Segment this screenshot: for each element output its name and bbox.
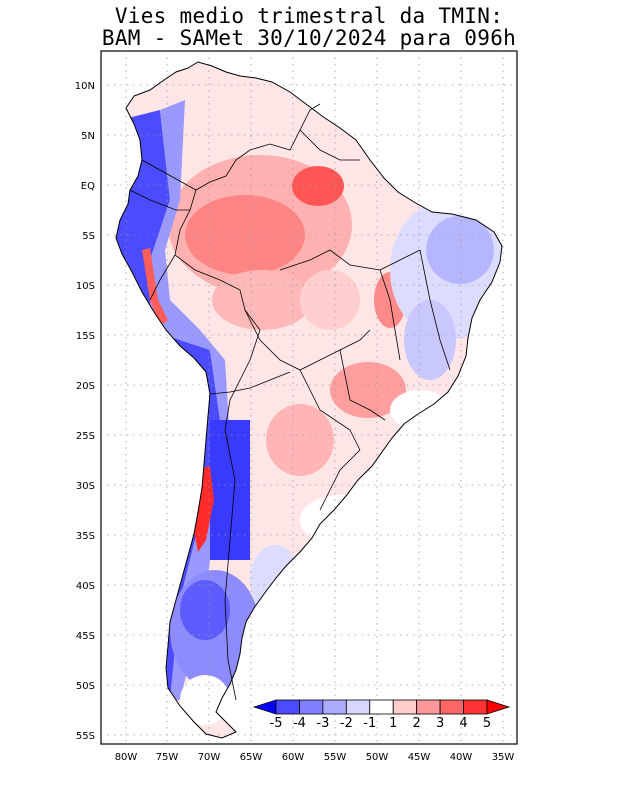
lat-tick-label: 10N — [75, 81, 95, 92]
colorbar-arrow-high — [486, 699, 511, 715]
colorbar-swatch — [416, 699, 441, 715]
map-title-line-2: BAM - SAMet 30/10/2024 para 096h — [101, 26, 517, 50]
colorbar-label: 5 — [483, 716, 491, 731]
colorbar-label: -4 — [293, 716, 306, 731]
colorbar-label: 1 — [389, 716, 397, 731]
lon-tick-label: 40W — [450, 752, 473, 763]
colorbar-swatch — [392, 699, 418, 715]
colorbar-label: -3 — [316, 716, 329, 731]
lat-tick-label: EQ — [81, 181, 95, 192]
lat-tick-label: 40S — [76, 581, 95, 592]
colorbar-swatch — [299, 699, 324, 715]
colorbar-label: 2 — [413, 716, 421, 731]
lon-tick-label: 70W — [198, 752, 221, 763]
colorbar-swatch — [275, 699, 300, 715]
lat-tick-label: 15S — [76, 331, 95, 342]
lat-tick-label: 10S — [76, 281, 95, 292]
lon-tick-label: 35W — [492, 752, 515, 763]
colorbar-swatch — [369, 699, 394, 715]
coastline — [115, 61, 503, 739]
country-borders — [129, 103, 451, 701]
colorbar-label: -2 — [340, 716, 353, 731]
lat-tick-label: 50S — [76, 681, 95, 692]
lat-tick-label: 35S — [76, 531, 95, 542]
lat-tick-label: 20S — [76, 381, 95, 392]
colorbar-label: -1 — [363, 716, 376, 731]
colorbar-swatch — [439, 699, 464, 715]
lon-tick-label: 55W — [324, 752, 347, 763]
lat-tick-label: 5S — [82, 231, 95, 242]
lat-tick-label: 45S — [76, 631, 95, 642]
lon-tick-label: 80W — [115, 752, 138, 763]
graticule — [101, 51, 517, 744]
latitude-labels: 10N 5N EQ 5S 10S 15S 20S 25S 30S 35S 40S… — [75, 81, 95, 742]
lon-tick-label: 65W — [240, 752, 263, 763]
colorbar: -5 -4 -3 -2 -1 1 2 3 4 5 — [252, 699, 511, 731]
lat-tick-label: 30S — [76, 481, 95, 492]
colorbar-swatch — [463, 699, 488, 715]
longitude-labels: 80W 75W 70W 65W 60W 55W 50W 45W 40W 35W — [115, 752, 515, 763]
lon-tick-label: 75W — [156, 752, 179, 763]
map-title-line-1: Vies medio trimestral da TMIN: — [114, 4, 504, 28]
colorbar-label: -5 — [270, 716, 283, 731]
colorbar-swatch — [322, 699, 347, 715]
lon-tick-label: 60W — [282, 752, 305, 763]
lon-tick-label: 45W — [408, 752, 431, 763]
lat-tick-label: 5N — [81, 131, 95, 142]
colorbar-label: 3 — [436, 716, 444, 731]
lon-tick-label: 50W — [366, 752, 389, 763]
lat-tick-label: 55S — [76, 731, 95, 742]
lat-tick-label: 25S — [76, 431, 95, 442]
colorbar-label: 4 — [459, 716, 467, 731]
colorbar-swatch — [345, 699, 371, 715]
